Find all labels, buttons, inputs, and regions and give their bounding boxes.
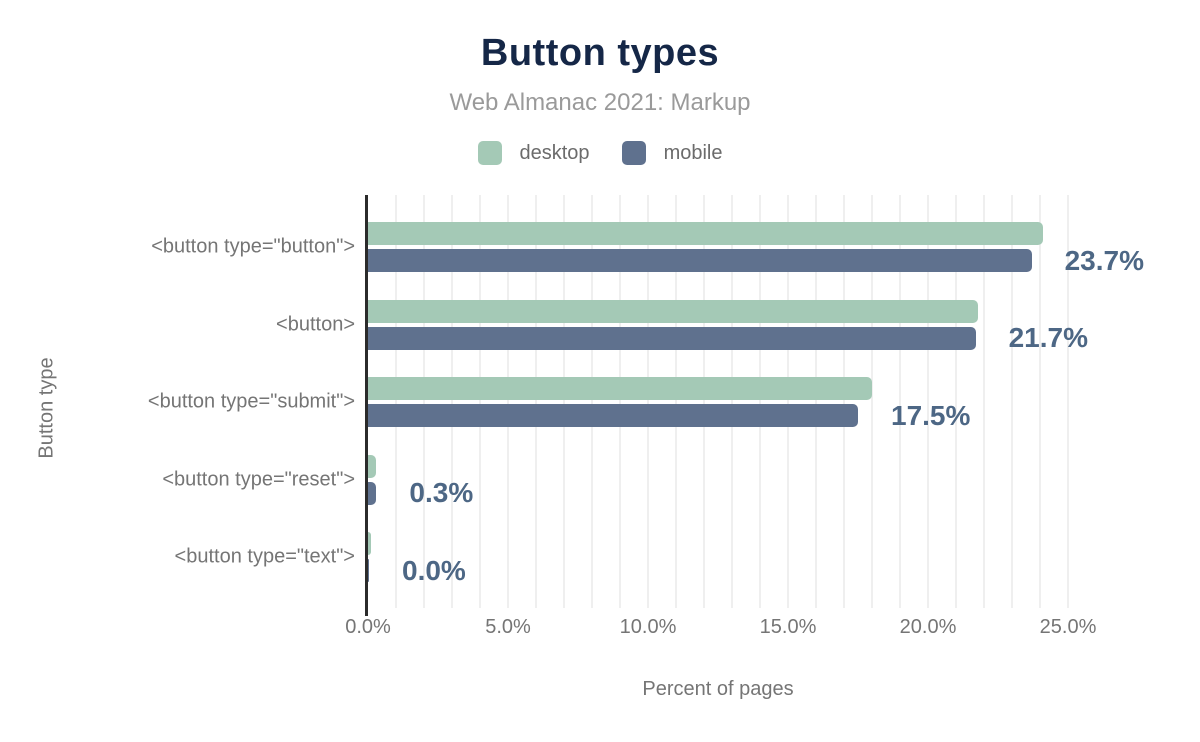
value-label-4: 0.0% (402, 554, 466, 586)
bar-desktop-2 (368, 377, 872, 400)
gridline-13pct (731, 195, 733, 608)
gridline-17pct (843, 195, 845, 608)
bar-desktop-0 (368, 222, 1043, 245)
category-label-2: <button type="submit"> (147, 390, 355, 413)
x-tick-15.0%: 15.0% (759, 616, 817, 638)
category-label-3: <button type="reset"> (162, 468, 355, 490)
bar-mobile-0 (368, 249, 1032, 272)
legend: desktop mobile (0, 141, 1200, 165)
gridline-12pct (703, 195, 705, 608)
gridline-2pct (423, 195, 425, 608)
gridline-15pct (787, 195, 789, 608)
value-label-2: 17.5% (891, 399, 971, 431)
chart-subtitle: Web Almanac 2021: Markup (449, 89, 751, 116)
gridline-8pct (591, 195, 593, 608)
x-tick-10.0%: 10.0% (619, 616, 677, 638)
mobile-swatch-icon (621, 141, 646, 165)
x-axis-title: Percent of pages (642, 678, 794, 700)
gridline-5pct (507, 195, 509, 608)
y-axis-title: Button type (35, 357, 58, 459)
gridline-21pct (955, 195, 957, 608)
bar-mobile-4 (368, 559, 369, 582)
gridline-4pct (479, 195, 481, 608)
desktop-swatch-icon (477, 141, 502, 165)
x-tick-0.0%: 0.0% (345, 616, 391, 638)
category-label-0: <button type="button"> (151, 235, 355, 258)
gridline-3pct (451, 195, 453, 608)
category-label-4: <button type="text"> (174, 545, 355, 568)
bar-mobile-1 (368, 326, 976, 350)
gridline-10pct (647, 195, 649, 608)
legend-item-desktop[interactable]: desktop (477, 141, 590, 165)
gridline-18pct (871, 195, 873, 608)
value-label-3: 0.3% (409, 477, 474, 508)
bar-desktop-3 (368, 454, 377, 478)
gridline-14pct (759, 195, 761, 608)
x-tick-20.0%: 20.0% (899, 616, 957, 638)
category-label-1: <button> (276, 313, 355, 335)
gridline-9pct (619, 195, 621, 608)
legend-item-mobile[interactable]: mobile (621, 141, 723, 165)
chart-title: Button types (480, 32, 720, 74)
legend-label-mobile: mobile (663, 141, 723, 164)
gridline-16pct (815, 195, 817, 608)
gridline-6pct (535, 195, 537, 608)
y-axis-line (365, 195, 368, 616)
gridline-22pct (983, 195, 985, 608)
gridline-7pct (563, 195, 565, 608)
legend-label-desktop: desktop (519, 141, 590, 164)
value-label-1: 21.7% (1008, 322, 1088, 353)
x-tick-25.0%: 25.0% (1039, 616, 1097, 638)
gridline-20pct (927, 195, 929, 608)
gridline-23pct (1011, 195, 1013, 608)
bar-desktop-1 (368, 299, 979, 323)
value-label-0: 23.7% (1064, 244, 1144, 276)
bar-mobile-2 (368, 404, 858, 427)
gridline-11pct (675, 195, 677, 608)
bar-mobile-3 (368, 481, 377, 505)
gridline-1pct (395, 195, 397, 608)
x-tick-5.0%: 5.0% (485, 616, 531, 638)
gridline-19pct (899, 195, 901, 608)
bar-desktop-4 (368, 532, 371, 555)
gridline-24pct (1039, 195, 1041, 608)
gridline-25pct (1067, 195, 1069, 608)
